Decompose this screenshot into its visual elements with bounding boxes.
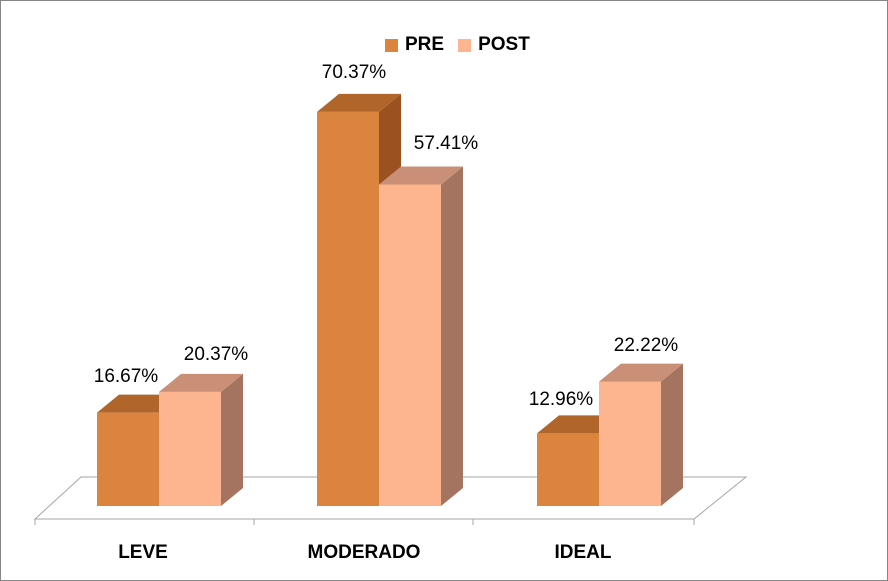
- legend-swatch-pre: [385, 38, 398, 52]
- data-label-pre-leve: 16.67%: [94, 366, 159, 387]
- legend-label-post: POST: [478, 34, 530, 55]
- bar-side-post-moderado: [441, 166, 463, 506]
- bar-side-post-ideal: [661, 363, 683, 506]
- data-label-pre-moderado: 70.37%: [322, 62, 387, 83]
- bar-top-post-leve: [159, 373, 243, 392]
- chart-floor: [33, 476, 748, 520]
- bar-top-post-ideal: [599, 363, 683, 382]
- legend-label-pre: PRE: [405, 34, 445, 55]
- bar-side-post-leve: [221, 373, 243, 506]
- bar-pre-leve: [97, 412, 159, 506]
- bar-pre-moderado: [317, 111, 379, 506]
- bar-pre-ideal: [537, 433, 599, 506]
- bar-post-moderado: [379, 184, 441, 506]
- legend-item-pre: PRE: [385, 34, 444, 56]
- data-label-post-moderado: 57.41%: [414, 133, 479, 154]
- category-label-leve: LEVE: [118, 542, 168, 563]
- legend-item-post: POST: [458, 34, 530, 56]
- legend-swatch-post: [458, 38, 472, 52]
- chart-legend: PRE POST: [385, 34, 544, 56]
- data-label-pre-ideal: 12.96%: [529, 389, 594, 410]
- bar-top-pre-moderado: [317, 93, 401, 112]
- data-label-post-ideal: 22.22%: [614, 335, 679, 356]
- category-label-moderado: MODERADO: [308, 542, 421, 563]
- data-label-post-leve: 20.37%: [184, 344, 249, 365]
- category-label-ideal: IDEAL: [555, 542, 612, 563]
- bar-top-post-moderado: [379, 166, 463, 185]
- bar-post-leve: [159, 391, 221, 506]
- bar-post-ideal: [599, 381, 661, 506]
